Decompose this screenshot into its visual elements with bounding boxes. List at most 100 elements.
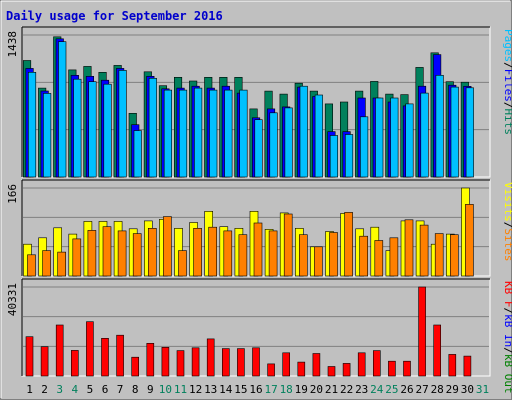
- legend: Visits/Sites: [502, 182, 512, 262]
- y-max-label: 166: [6, 184, 19, 204]
- x-tick-label: 29: [446, 383, 459, 396]
- bar-sites-day-18: [283, 213, 293, 277]
- bar-pages-day-22: [344, 134, 354, 178]
- bar-kbytes-day-12: [191, 347, 200, 377]
- bar-pages-day-8: [133, 130, 142, 178]
- bar-sites-day-25: [389, 237, 399, 277]
- bar-kbytes-day-20: [312, 353, 321, 377]
- x-tick-label: 19: [295, 383, 308, 396]
- bar-kbytes-day-2: [40, 346, 49, 377]
- bar-pages-day-7: [118, 70, 127, 178]
- bar-sites-day-27: [419, 224, 429, 277]
- x-tick-label: 14: [219, 383, 233, 396]
- bar-kbytes-day-5: [86, 321, 94, 377]
- bar-kbytes-day-6: [101, 337, 109, 377]
- legend: KB F/kB In/kB Out: [502, 281, 512, 394]
- legend-entry: /: [502, 62, 512, 69]
- legend-entry: kB: [502, 354, 512, 368]
- x-tick-label: 28: [431, 383, 444, 396]
- bar-kbytes-day-7: [116, 334, 124, 377]
- bar-kbytes-day-22: [342, 363, 351, 377]
- bar-kbytes-day-16: [252, 347, 260, 377]
- legend: Pages/Files/Hits: [502, 29, 512, 135]
- x-tick-label: 1: [26, 383, 33, 396]
- bar-sites-day-9: [148, 228, 157, 277]
- bar-pages-day-14: [224, 89, 233, 178]
- x-tick-label: 6: [102, 383, 109, 396]
- bar-pages-day-20: [314, 94, 323, 178]
- x-tick-label: 20: [310, 383, 323, 396]
- bar-pages-day-17: [269, 112, 278, 178]
- bar-pages-day-30: [465, 87, 474, 178]
- x-tick-label: 26: [400, 383, 413, 396]
- bar-sites-day-30: [465, 204, 474, 277]
- bar-sites-day-24: [374, 240, 384, 277]
- bar-sites-day-19: [298, 234, 308, 277]
- legend-entry: KB: [502, 281, 512, 295]
- x-tick-label: 12: [189, 383, 202, 396]
- legend-entry: Visits: [502, 182, 512, 222]
- bar-pages-day-13: [209, 89, 218, 178]
- bar-kbytes-day-18: [282, 352, 291, 377]
- x-tick-label: 21: [325, 383, 338, 396]
- x-tick-label: 16: [249, 383, 262, 396]
- bar-sites-day-16: [253, 222, 263, 277]
- bar-pages-day-2: [43, 93, 52, 178]
- bar-sites-day-11: [178, 250, 187, 277]
- legend-entry: In: [502, 327, 512, 347]
- x-tick-label: 8: [132, 383, 139, 396]
- legend-entry: /: [502, 347, 512, 354]
- bar-pages-day-25: [390, 97, 399, 178]
- x-tick-label: 9: [147, 383, 154, 396]
- bar-pages-day-15: [239, 89, 248, 178]
- legend-entry: /: [502, 222, 512, 229]
- x-tick-label: 23: [355, 383, 368, 396]
- legend-entry: /: [502, 102, 512, 109]
- x-tick-label: 4: [71, 383, 78, 396]
- bar-kbytes-day-13: [206, 338, 215, 377]
- bar-pages-day-29: [450, 86, 459, 178]
- legend-entry: Out: [502, 367, 512, 394]
- bar-kbytes-day-26: [403, 360, 411, 377]
- bar-sites-day-2: [42, 250, 51, 277]
- bar-sites-day-3: [57, 251, 67, 277]
- bar-pages-day-16: [254, 119, 263, 178]
- x-tick-label: 10: [159, 383, 172, 396]
- bar-sites-day-21: [329, 232, 338, 277]
- legend-entry: F: [502, 294, 512, 307]
- bar-sites-day-15: [238, 234, 248, 277]
- legend-entry: Hits: [502, 109, 512, 136]
- bar-kbytes-day-24: [372, 350, 381, 377]
- x-tick-label: 30: [461, 383, 474, 396]
- panel-middle: 166 Visits/Sites: [6, 179, 512, 277]
- bar-pages-day-26: [405, 103, 414, 178]
- bar-kbytes-day-23: [357, 352, 366, 377]
- x-tick-label: 5: [87, 383, 94, 396]
- bar-kbytes-day-29: [448, 354, 457, 377]
- bar-kbytes-day-15: [237, 348, 245, 377]
- bar-pages-day-12: [194, 87, 203, 178]
- bar-kbytes-day-4: [71, 350, 79, 377]
- bar-sites-day-4: [72, 238, 82, 277]
- bar-kbytes-day-17: [267, 363, 275, 377]
- bar-kbytes-day-21: [327, 366, 336, 377]
- bar-pages-day-5: [88, 81, 97, 178]
- y-max-label: 40331: [6, 283, 19, 316]
- bar-sites-day-17: [268, 230, 278, 277]
- bar-pages-day-28: [435, 75, 444, 178]
- x-tick-label: 11: [174, 383, 187, 396]
- bar-pages-day-6: [103, 83, 112, 178]
- x-tick-label: 3: [56, 383, 63, 396]
- legend-entry: Files: [502, 69, 512, 102]
- bar-pages-day-18: [284, 107, 293, 178]
- bar-kbytes-day-30: [463, 355, 472, 377]
- bar-sites-day-5: [87, 230, 97, 277]
- x-tick-label: 15: [234, 383, 247, 396]
- bar-sites-day-29: [449, 234, 459, 277]
- x-tick-label: 18: [280, 383, 293, 396]
- bar-kbytes-day-27: [418, 286, 426, 377]
- bar-sites-day-22: [344, 212, 353, 277]
- bar-kbytes-day-25: [388, 360, 396, 377]
- bar-sites-day-7: [117, 230, 127, 277]
